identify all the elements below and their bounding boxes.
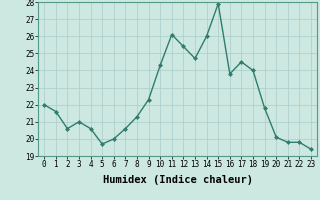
X-axis label: Humidex (Indice chaleur): Humidex (Indice chaleur) [103, 175, 252, 185]
